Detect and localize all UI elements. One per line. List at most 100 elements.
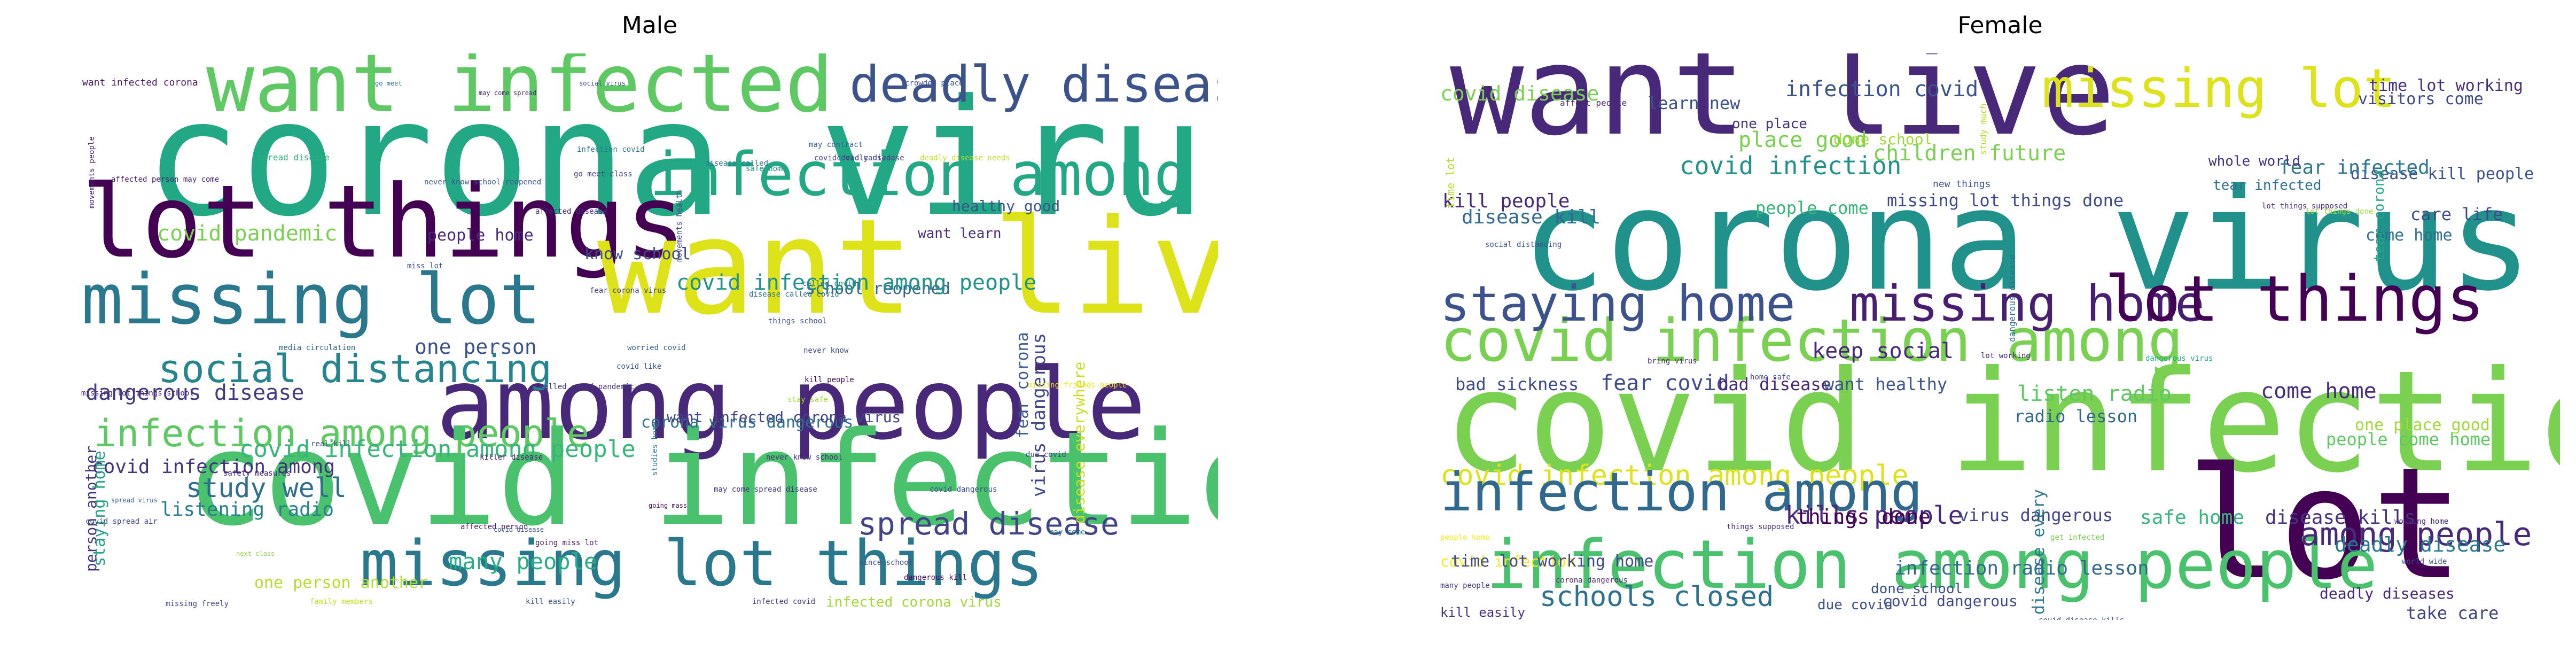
cloud-word: things supposed [1727, 523, 1794, 531]
cloud-word: staying home [1440, 275, 1796, 332]
cloud-word: infection covid [577, 145, 644, 154]
cloud-word: infection among [650, 140, 1190, 210]
cloud-word: movements health [675, 190, 684, 262]
cloud-word: corona dangerous [1556, 576, 1628, 585]
cloud-word: go meet [375, 80, 402, 87]
cloud-word: called covid pandemic [540, 383, 634, 391]
cloud-word: kill people [1442, 190, 1570, 212]
cloud-word: fear corona virus [590, 286, 666, 295]
chart-title-male: Male [621, 12, 678, 39]
cloud-word: may come [1049, 528, 1085, 537]
cloud-word: children future [1873, 141, 2066, 166]
cloud-word: safe home [746, 165, 786, 173]
cloud-word: never know school [766, 453, 842, 462]
cloud-word: one place [1732, 116, 1807, 132]
cloud-word: missing friends people [1028, 381, 1127, 390]
cloud-word: safety measures [223, 469, 291, 478]
cloud-word: disease every [2029, 489, 2048, 615]
cloud-word: want live [1450, 53, 2116, 163]
cloud-word: missing home [1849, 275, 2205, 332]
cloud-word: staying home [90, 451, 109, 567]
cloud-word: many people [449, 548, 597, 575]
cloud-word: working home [2394, 517, 2448, 526]
cloud-word: disease kill people [2351, 165, 2534, 183]
cloud-word: world wide [2402, 557, 2447, 566]
cloud-word: kill easily [526, 598, 575, 606]
cloud-word: want learn [918, 226, 1002, 242]
cloud-word: time lot working [2369, 76, 2523, 95]
cloud-word: missing lot [81, 259, 541, 340]
cloud-word: deadly diseases [2320, 585, 2455, 602]
cloud-word: one place good [2355, 416, 2490, 435]
cloud-word: school reopened [806, 280, 950, 298]
cloud-word: lot things [2186, 435, 2560, 614]
cloud-word: people home [1440, 533, 1490, 542]
cloud-word: things school [768, 317, 827, 325]
cloud-word: infection among people [1486, 525, 2378, 604]
cloud-word: affected person may come [111, 175, 219, 184]
cloud-word: schools closed [1540, 581, 1774, 613]
cloud-word: among people [436, 347, 1146, 462]
cloud-word: things done [1796, 505, 1931, 529]
cloud-word: dangerous virus [2145, 354, 2213, 363]
cloud-word: family members [310, 598, 373, 606]
cloud-word: people come home [2326, 429, 2491, 449]
cloud-word: kill people [805, 376, 854, 384]
cloud-word: lot things [81, 164, 686, 281]
cloud-word: media circulation [279, 344, 355, 352]
cloud-word: due covid [1026, 451, 1066, 459]
cloud-word: virus dangerous [1028, 333, 1050, 497]
cloud-word: missing lot things [360, 526, 1043, 600]
cloud-word: covid infection among people [239, 436, 636, 463]
cloud-word: know school [584, 245, 691, 263]
cloud-word: one person [415, 335, 537, 359]
cloud-word: missing lot [2042, 57, 2395, 120]
cloud-word: worried covid [627, 344, 686, 352]
cloud-word: affected disease [535, 207, 607, 216]
cloud-word: listen radio [2017, 382, 2172, 406]
cloud-word: keep social [1812, 339, 1954, 363]
cloud-word: may come spread [479, 89, 536, 97]
cloud-word: many people [1440, 581, 1490, 590]
cloud-word: corona virus [144, 65, 1218, 252]
cloud-word: covid dangerous [930, 485, 997, 494]
cloud-word: covid infection among [1440, 306, 2183, 375]
cloud-word: study much [1978, 104, 1988, 155]
cloud-word: covid infection [1440, 553, 1575, 570]
cloud-word: missing lot things done [1887, 190, 2124, 211]
cloud-word: going mass [649, 502, 687, 509]
cloud-word: crowded place [905, 79, 964, 88]
cloud-word: bad sickness [1455, 374, 1579, 394]
cloud-word: social distancing [1485, 241, 1562, 249]
cloud-word: covid infection among people [676, 270, 1036, 295]
cloud-word: lot working [1981, 352, 2031, 360]
cloud-word: learn new [1648, 93, 1740, 113]
cloud-word: never know school reopened [424, 178, 541, 187]
cloud-word: infected covid [752, 598, 815, 606]
cloud-word: new things [1933, 179, 1990, 190]
cloud-word: come home [2261, 379, 2377, 404]
cloud-word: one person another [254, 573, 428, 592]
cloud-word: kills people [1785, 501, 1963, 530]
cloud-word: covid disease [494, 526, 544, 533]
cloud-word: infection among people [94, 412, 589, 455]
cloud-word: radio lesson [2014, 406, 2137, 426]
cloud-word: lot things done [2306, 207, 2373, 216]
cloud-word: time lot [1444, 157, 1457, 208]
cloud-word: person another [82, 446, 100, 572]
cloud-word: corona virus [1521, 159, 2533, 322]
cloud-word: going miss lot [535, 539, 598, 547]
cloud-word: lot things [2105, 262, 2484, 336]
cloud-word: done school [1833, 130, 1932, 148]
cloud-word: listening radio [160, 499, 334, 521]
cloud-word: next class [236, 550, 275, 557]
cloud-word: infection covid [1785, 77, 1978, 102]
cloud-word: want infected corona [82, 77, 198, 88]
cloud-word: covid infection [1680, 151, 1901, 180]
cloud-word: bad disease [1718, 374, 1831, 394]
cloud-word: due covid [1817, 597, 1893, 613]
cloud-word: take care [2406, 603, 2499, 620]
cloud-word: whole world [2208, 153, 2300, 169]
cloud-word: come home [2366, 226, 2453, 245]
